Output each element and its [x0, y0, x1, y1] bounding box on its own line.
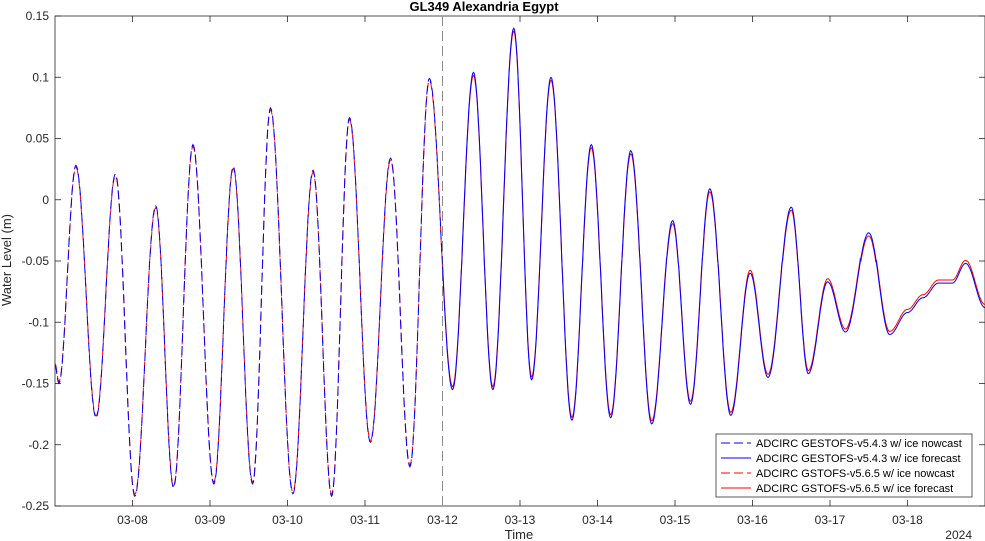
legend-box — [715, 433, 973, 498]
y-tick-label: -0.05 — [22, 254, 50, 268]
y-tick-label: -0.1 — [28, 315, 49, 329]
x-axis-title: Time — [505, 527, 533, 541]
y-tick-label: 0.15 — [26, 9, 50, 23]
x-tick-label: 03-12 — [427, 513, 458, 527]
x-tick-label: 03-15 — [660, 513, 691, 527]
x-tick-label: 03-16 — [737, 513, 768, 527]
legend-label-2: ADCIRC GSTOFS-v5.6.5 w/ ice nowcast — [756, 468, 954, 480]
x-tick-label: 03-09 — [195, 513, 226, 527]
x-tick-label: 03-13 — [505, 513, 536, 527]
legend-label-3: ADCIRC GSTOFS-v5.6.5 w/ ice forecast — [756, 483, 953, 495]
year-label: 2024 — [945, 528, 972, 541]
series-line-1 — [442, 27, 985, 425]
x-tick-label: 03-14 — [582, 513, 613, 527]
x-tick-label: 03-18 — [892, 513, 923, 527]
series-line-0 — [54, 77, 443, 498]
x-tick-label: 03-10 — [272, 513, 303, 527]
legend-label-0: ADCIRC GESTOFS-v5.4.3 w/ ice nowcast — [756, 438, 962, 450]
legend: ADCIRC GESTOFS-v5.4.3 w/ ice nowcast ADC… — [715, 433, 973, 498]
series-lines — [54, 27, 985, 498]
y-tick-label: -0.2 — [28, 438, 49, 452]
legend-label-1: ADCIRC GESTOFS-v5.4.3 w/ ice forecast — [756, 453, 961, 465]
x-tick-label: 03-11 — [350, 513, 380, 527]
y-tick-label: -0.15 — [22, 377, 50, 391]
y-axis-title: Water Level (m) — [0, 214, 14, 306]
y-tick-label: 0 — [42, 193, 49, 207]
y-tick-label: -0.25 — [22, 499, 50, 513]
y-tick-label: 0.1 — [32, 70, 49, 84]
y-tick-label: 0.05 — [26, 132, 50, 146]
chart-title: GL349 Alexandria Egypt — [409, 0, 559, 14]
x-tick-label: 03-17 — [815, 513, 846, 527]
axis-ticks: -0.25 -0.2 -0.15 -0.1 -0.05 0 0.05 0.1 0.15 03-08… — [22, 9, 985, 527]
x-tick-label: 03-08 — [117, 513, 148, 527]
